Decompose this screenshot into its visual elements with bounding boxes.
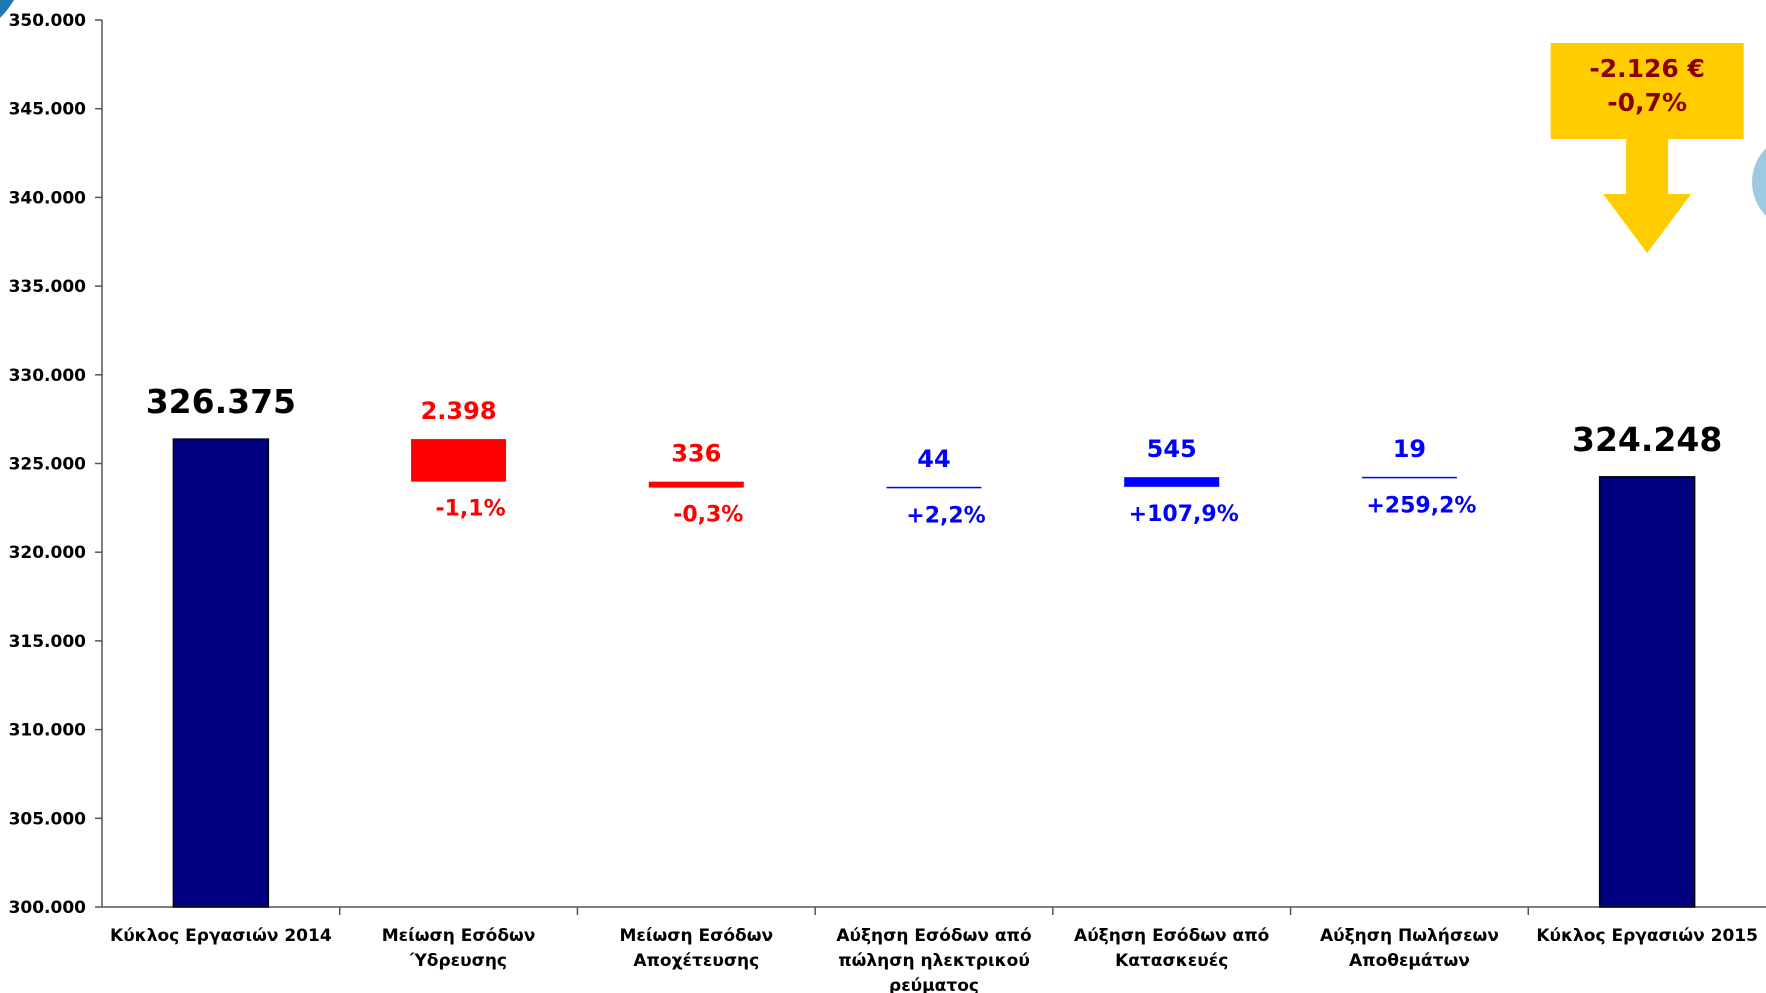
y-tick-label: 330.000: [9, 366, 87, 386]
x-category-label: ρεύματος: [889, 976, 979, 993]
bars: [172, 438, 1696, 908]
y-tick-label: 300.000: [9, 898, 87, 918]
delta-value-label: 545: [1147, 435, 1197, 463]
x-axis: Κύκλος Εργασιών 2014 Μείωση Εσόδων Ύδρευση…: [102, 906, 1766, 993]
y-tick-label: 335.000: [9, 277, 87, 297]
y-tick-label: 310.000: [9, 721, 87, 741]
x-category-label: Αποχέτευσης: [633, 951, 759, 971]
x-category-label: Κύκλος Εργασιών 2014: [110, 926, 332, 946]
callout-text: -2.126 €: [1589, 54, 1705, 83]
edge-decoration: [1752, 148, 1766, 216]
bar-decrease: [411, 439, 507, 482]
y-tick-label: 350.000: [9, 11, 87, 31]
delta-value-label: 2.398: [421, 397, 497, 425]
percent-change-label: -0,3%: [673, 503, 743, 528]
x-category-label: πώληση ηλεκτρικού: [838, 951, 1030, 971]
total-change-callout: -2.126 € -0,7%: [1550, 43, 1744, 253]
delta-value-label: 19: [1393, 435, 1426, 463]
total-value-label: 326.375: [146, 382, 296, 421]
bar-decrease: [648, 481, 744, 488]
data-labels: 326.375 2.398 -1,1% 336 -0,3% 44 +2,2% 545 +107,…: [146, 382, 1723, 528]
bar-increase: [1361, 476, 1457, 479]
callout-text: -0,7%: [1607, 88, 1687, 117]
y-axis: 300.000 305.000 310.000 315.000 320.000 325.0…: [9, 11, 103, 918]
x-category-label: Κατασκευές: [1115, 951, 1228, 971]
bar-increase: [886, 486, 982, 489]
bar-total: [1598, 476, 1696, 908]
y-tick-label: 315.000: [9, 632, 87, 652]
y-tick-label: 325.000: [9, 455, 87, 475]
x-category-label: Αύξηση Εσόδων από: [1074, 926, 1269, 946]
percent-change-label: +107,9%: [1129, 502, 1239, 527]
y-tick-label: 345.000: [9, 100, 87, 120]
percent-change-label: -1,1%: [435, 497, 505, 522]
y-tick-label: 305.000: [9, 809, 87, 829]
bar-increase: [1124, 477, 1220, 487]
x-category-label: Αύξηση Εσόδων από: [836, 926, 1031, 946]
down-arrow-icon: [1550, 43, 1744, 253]
x-category-label: Αποθεμάτων: [1349, 951, 1470, 971]
total-value-label: 324.248: [1572, 420, 1722, 459]
x-category-label: Μείωση Εσόδων: [382, 926, 536, 946]
delta-value-label: 336: [671, 440, 721, 468]
x-category-label: Κύκλος Εργασιών 2015: [1536, 926, 1758, 946]
x-category-label: Μείωση Εσόδων: [619, 926, 773, 946]
corner-decoration: [0, 0, 14, 18]
y-tick-label: 320.000: [9, 543, 87, 563]
x-category-label: Ύδρευσης: [409, 951, 507, 971]
x-category-label: Αύξηση Πωλήσεων: [1320, 926, 1499, 946]
percent-change-label: +2,2%: [906, 503, 985, 528]
bar-total: [172, 438, 270, 908]
y-tick-label: 340.000: [9, 188, 87, 208]
percent-change-label: +259,2%: [1366, 493, 1476, 518]
delta-value-label: 44: [917, 445, 950, 473]
